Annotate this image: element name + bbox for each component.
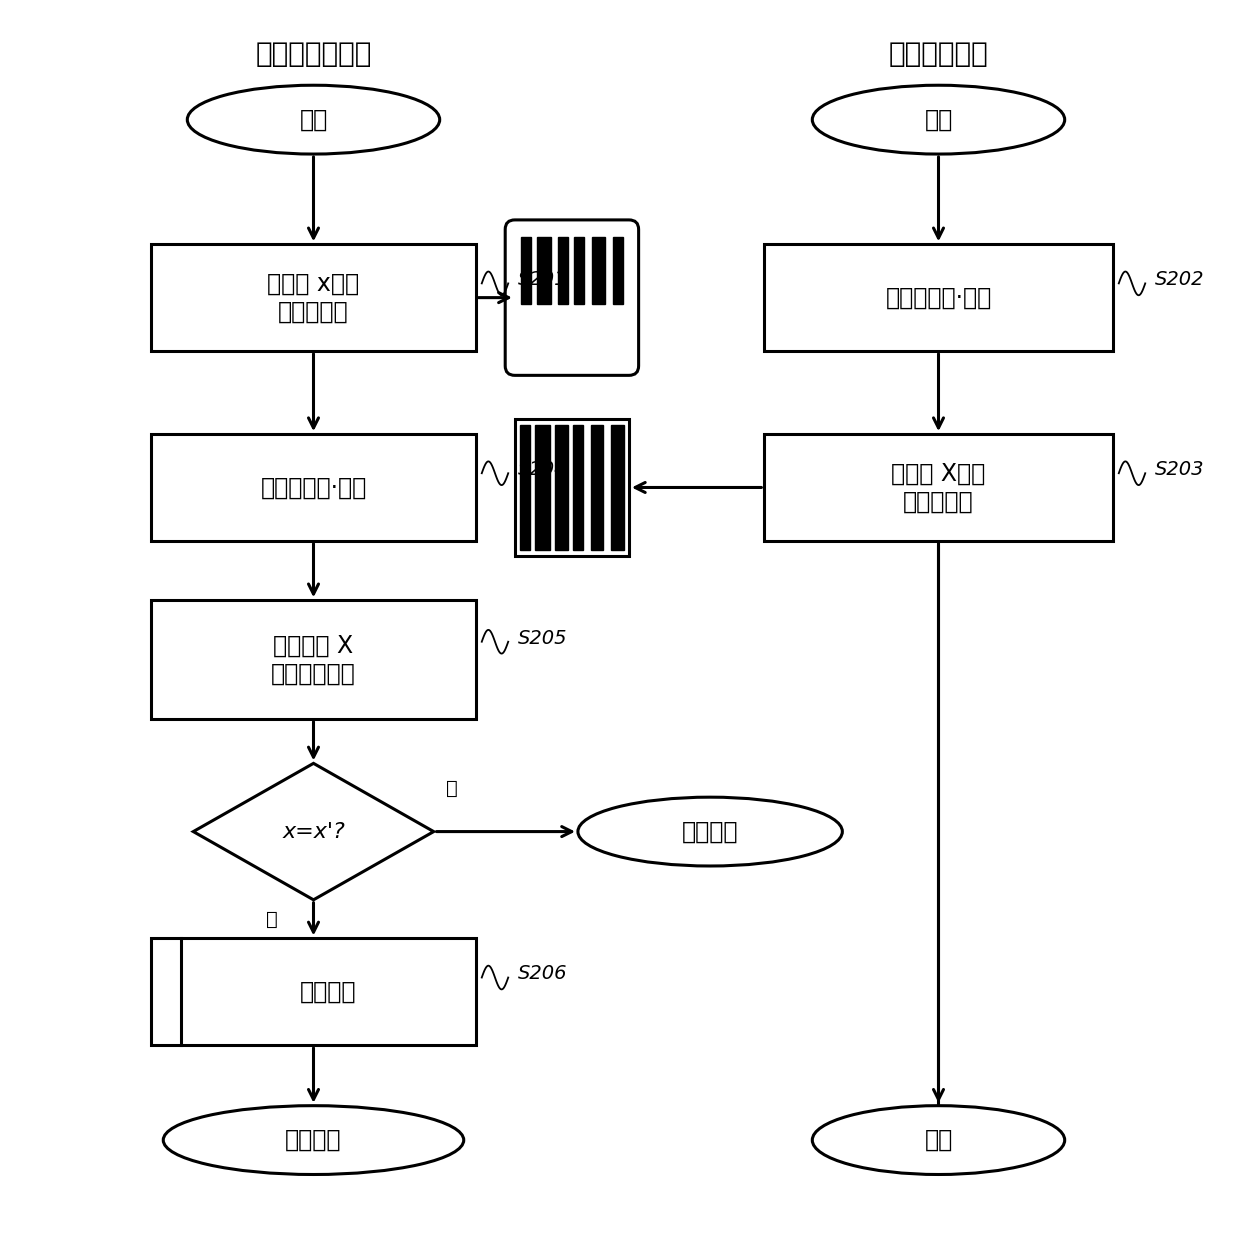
Text: 开始: 开始	[924, 108, 953, 132]
Bar	[557, 236, 568, 304]
FancyBboxPatch shape	[515, 419, 629, 556]
Text: 结束: 结束	[924, 1128, 953, 1152]
Bar	[537, 236, 551, 304]
Text: 认证系统侧机器: 认证系统侧机器	[255, 41, 372, 68]
FancyBboxPatch shape	[506, 220, 639, 376]
FancyBboxPatch shape	[151, 938, 476, 1046]
Bar	[555, 425, 567, 550]
Ellipse shape	[578, 797, 843, 866]
Text: S202: S202	[1154, 271, 1204, 289]
Text: 被认证侧机器: 被认证侧机器	[889, 41, 988, 68]
Polygon shape	[193, 764, 433, 900]
Text: 认证受理: 认证受理	[300, 980, 357, 1004]
Bar	[612, 236, 623, 304]
Text: S205: S205	[518, 629, 567, 648]
Ellipse shape	[813, 1106, 1064, 1174]
Text: 条形码读取·解析: 条形码读取·解析	[260, 476, 367, 499]
Text: 认证键 x生成
条形码显示: 认证键 x生成 条形码显示	[268, 272, 359, 324]
Bar	[611, 425, 625, 550]
Text: 对加密文 X
进行解密处理: 对加密文 X 进行解密处理	[272, 634, 356, 686]
Text: 加密文 X生成
条形码显示: 加密文 X生成 条形码显示	[891, 461, 985, 513]
Bar	[536, 425, 550, 550]
Ellipse shape	[163, 1106, 463, 1174]
Text: 是: 是	[265, 910, 278, 928]
Bar	[573, 425, 583, 550]
Ellipse shape	[188, 85, 439, 154]
FancyBboxPatch shape	[151, 434, 476, 541]
Text: 认证失败: 认证失败	[682, 819, 739, 844]
Text: 认证成功: 认证成功	[285, 1128, 342, 1152]
Bar	[592, 236, 605, 304]
FancyBboxPatch shape	[151, 601, 476, 719]
Text: S206: S206	[518, 964, 567, 984]
Text: S204: S204	[518, 460, 567, 480]
Bar	[520, 425, 530, 550]
Ellipse shape	[813, 85, 1064, 154]
Bar	[573, 236, 585, 304]
Text: 条形码读取·解析: 条形码读取·解析	[885, 286, 992, 310]
Text: S203: S203	[1154, 460, 1204, 480]
Text: S201: S201	[518, 271, 567, 289]
FancyBboxPatch shape	[764, 434, 1113, 541]
FancyBboxPatch shape	[151, 245, 476, 351]
FancyBboxPatch shape	[764, 245, 1113, 351]
Bar	[521, 236, 531, 304]
Text: x=x'?: x=x'?	[282, 822, 344, 842]
Text: 否: 否	[446, 780, 457, 798]
Text: 开始: 开始	[299, 108, 328, 132]
Bar	[591, 425, 603, 550]
